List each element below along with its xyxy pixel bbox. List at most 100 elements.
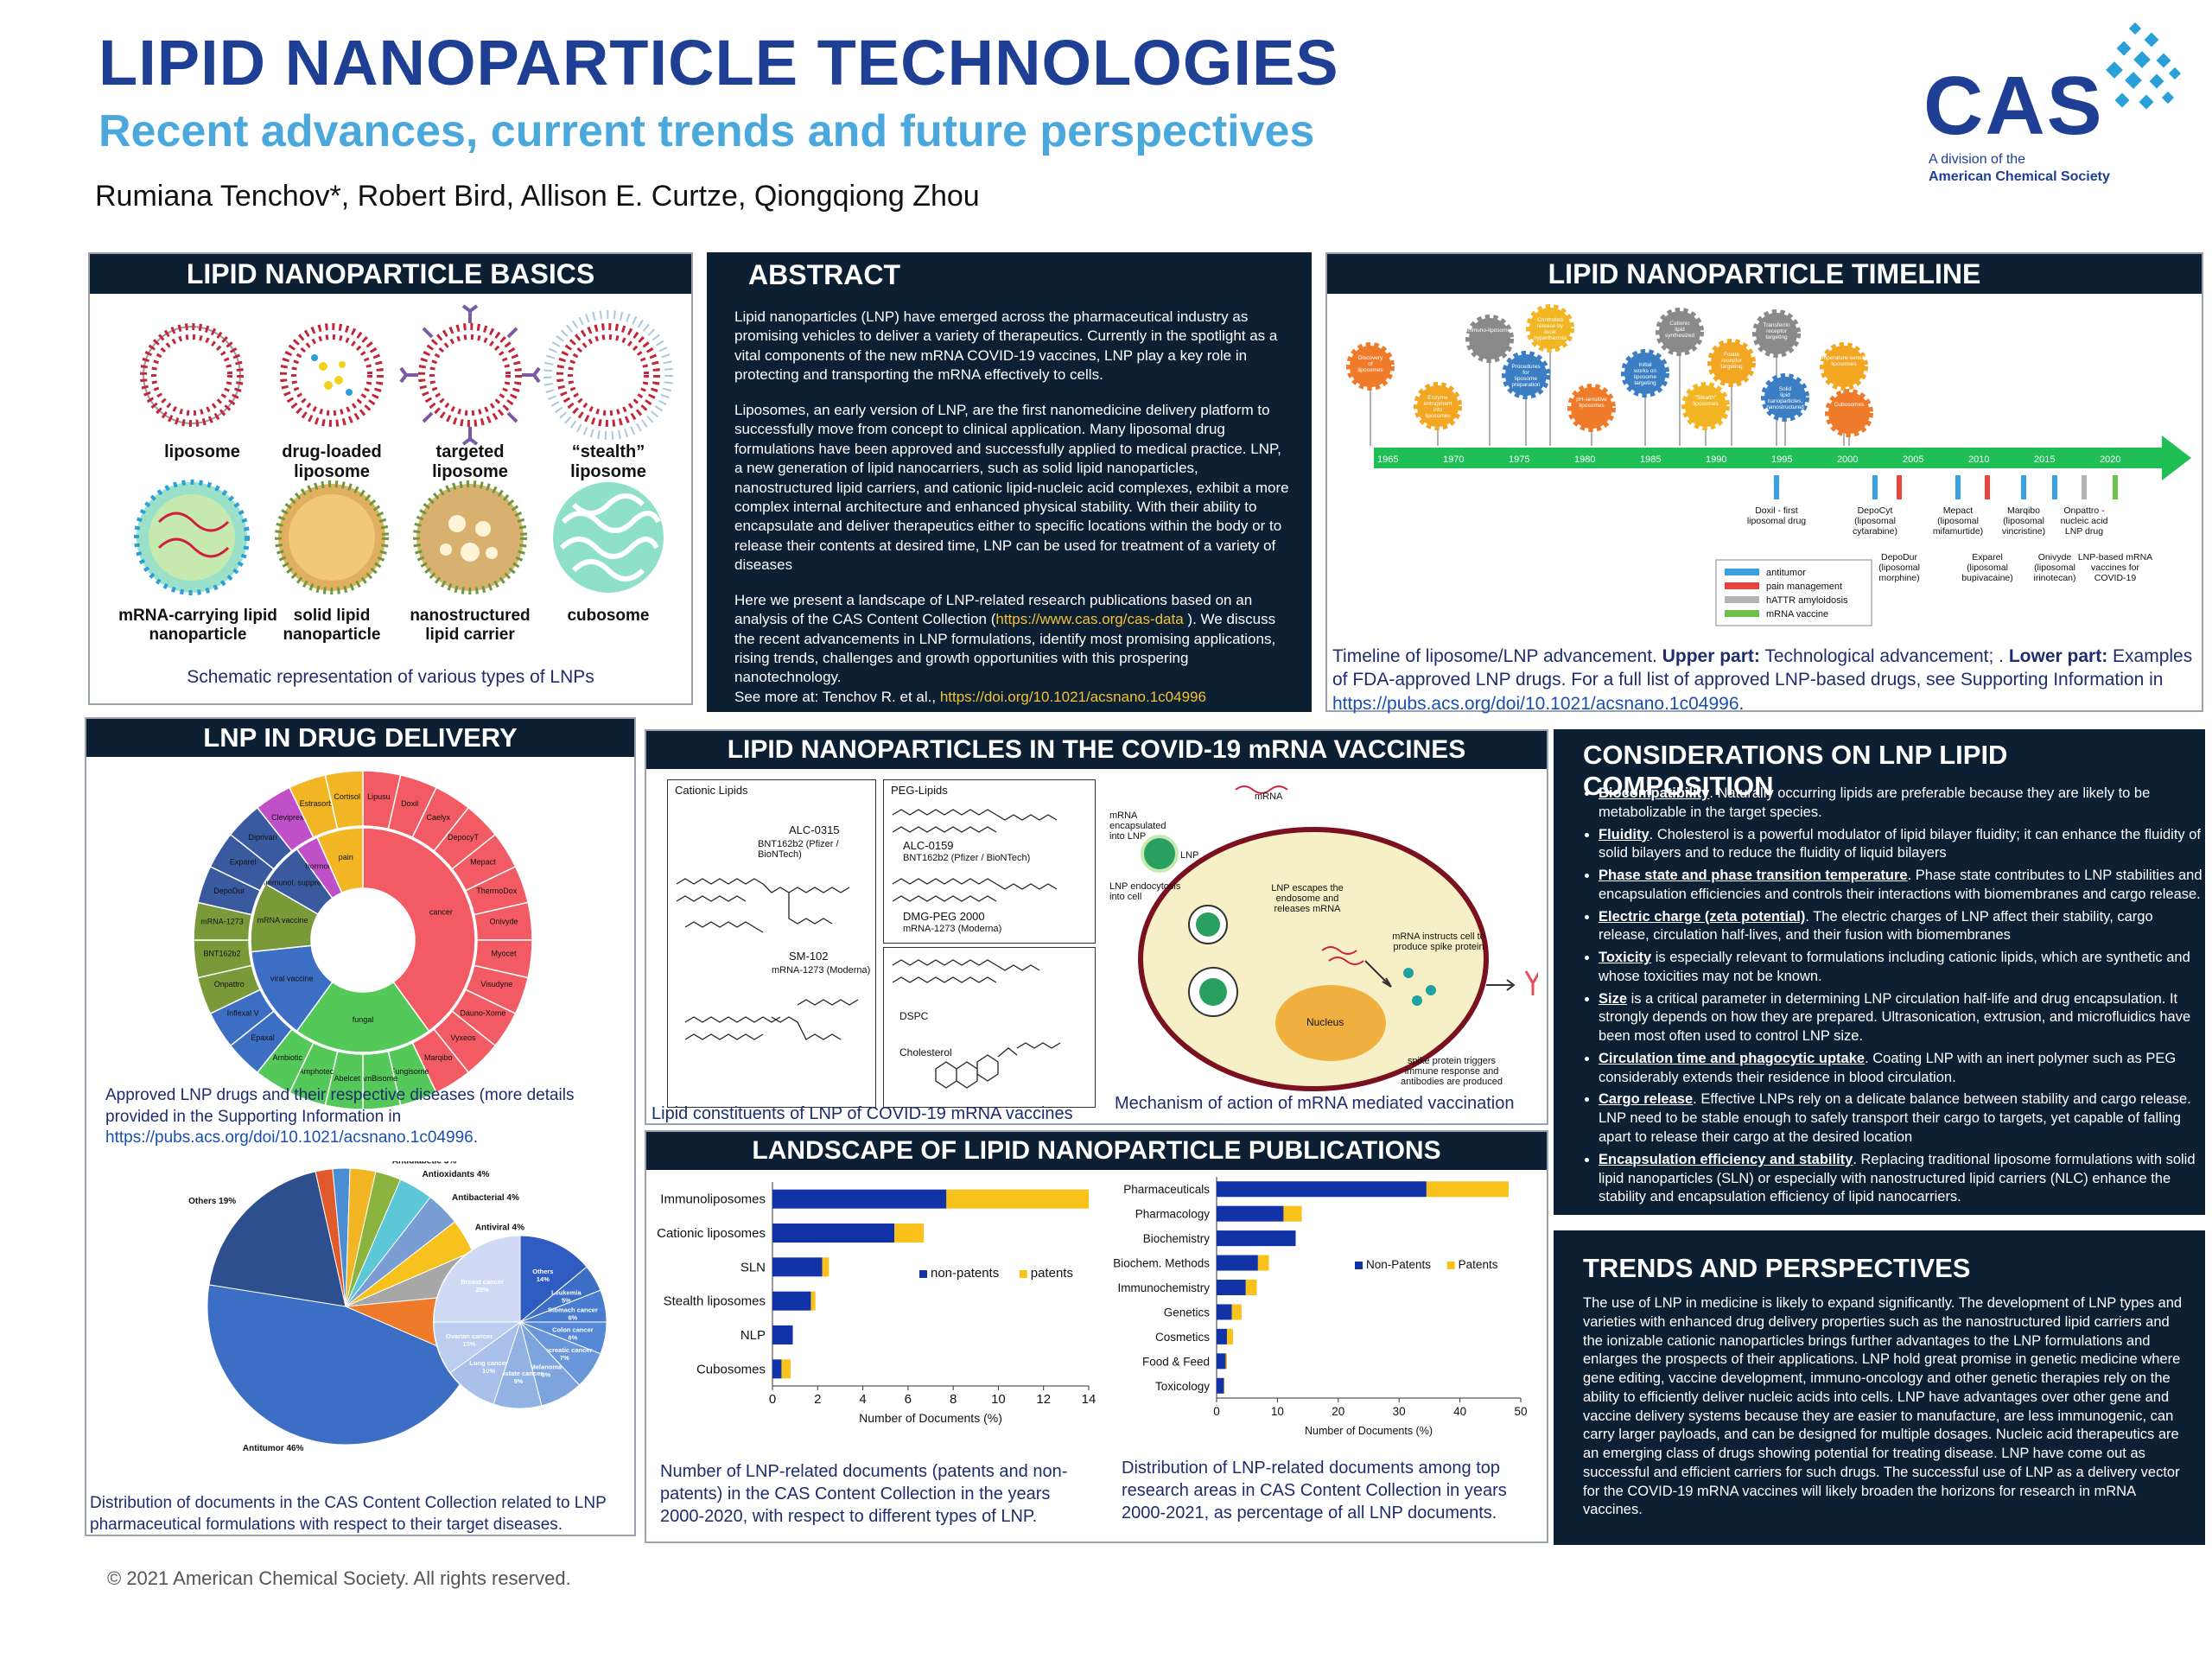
drug-delivery-title: LNP IN DRUG DELIVERY bbox=[86, 719, 634, 757]
bar-segment bbox=[1217, 1255, 1258, 1271]
covid-title: LIPID NANOPARTICLES IN THE COVID-19 mRNA… bbox=[646, 731, 1547, 769]
mech-label-3: LNP endocytosis into cell bbox=[1109, 881, 1181, 902]
bar-category-label: Cubosomes bbox=[696, 1362, 766, 1376]
sunburst-outer-label: Inflexal V bbox=[227, 1008, 259, 1017]
basics-label-7: cubosome bbox=[567, 607, 650, 625]
legend-label: non-patents bbox=[931, 1266, 999, 1281]
mech-label-5: mRNA instructs cell to produce spike pro… bbox=[1392, 931, 1485, 952]
svg-text:nanostructured: nanostructured bbox=[1766, 404, 1804, 410]
antibody-icon bbox=[1524, 970, 1538, 995]
alc0159-sub: BNT162b2 (Pfizer / BioNTech) bbox=[903, 853, 1031, 863]
dspc-chol-box: DSPC Cholesterol bbox=[883, 947, 1096, 1108]
pie-slice bbox=[207, 1284, 474, 1446]
authors: Rumiana Tenchov*, Robert Bird, Allison E… bbox=[95, 180, 980, 213]
sunburst-outer-label: Estrasorb bbox=[300, 799, 334, 808]
svg-text:liposome: liposome bbox=[1515, 376, 1537, 382]
considerations-panel: CONSIDERATIONS ON LNP LIPID COMPOSITION … bbox=[1554, 729, 2205, 1215]
svg-text:preparation: preparation bbox=[1512, 382, 1541, 388]
bar-segment bbox=[1217, 1353, 1226, 1370]
svg-text:into: into bbox=[1433, 407, 1443, 413]
cell-membrane bbox=[1138, 827, 1489, 1091]
svg-text:(liposomal: (liposomal bbox=[1967, 563, 2008, 573]
liposome-icon bbox=[140, 323, 244, 427]
mrna-lnp-icon bbox=[134, 480, 250, 595]
drug-loaded-liposome-icon bbox=[280, 323, 384, 427]
pie-sublabel: Pancreatic cancer bbox=[537, 1346, 592, 1354]
sunburst-outer-label: DepocyT bbox=[448, 833, 480, 842]
pie-sublabel-value: 8% bbox=[541, 1370, 550, 1378]
svg-text:cytarabine): cytarabine) bbox=[1853, 526, 1897, 537]
sunburst-outer-label: mRNA-1273 bbox=[200, 918, 244, 926]
pie-sublabel-value: 6% bbox=[568, 1313, 577, 1321]
svg-text:targeting: targeting bbox=[1634, 380, 1656, 386]
consideration-text: . Naturally occurring lipids are prefera… bbox=[1599, 785, 2151, 820]
svg-text:(liposomal: (liposomal bbox=[2003, 516, 2044, 526]
svg-text:local: local bbox=[1544, 329, 1556, 335]
peg-lipids-box: PEG-Lipids ALC-0159 BNT162b2 (Pfizer / B… bbox=[883, 779, 1096, 944]
consideration-item: Electric charge (zeta potential). The el… bbox=[1599, 908, 2203, 946]
svg-text:(liposomal: (liposomal bbox=[1937, 516, 1979, 526]
drug-si-link[interactable]: https://pubs.acs.org/doi/10.1021/acsnano… bbox=[105, 1128, 474, 1147]
sunburst-outer-label: ThermoDox bbox=[476, 887, 518, 895]
drug-delivery-caption1: Approved LNP drugs and their respective … bbox=[105, 1086, 575, 1147]
bar-segment bbox=[1245, 1280, 1257, 1295]
bar-segment bbox=[810, 1291, 816, 1311]
legend-label: patents bbox=[1031, 1266, 1073, 1281]
cationic-lipids-label: Cationic Lipids bbox=[675, 784, 748, 797]
pie-label: Others 19% bbox=[188, 1197, 236, 1206]
consideration-key: Toxicity bbox=[1599, 950, 1652, 966]
cas-dots-icon bbox=[2106, 22, 2182, 110]
bar-segment bbox=[1217, 1304, 1232, 1320]
bar-segment bbox=[822, 1257, 830, 1277]
svg-text:release by: release by bbox=[1537, 323, 1564, 329]
sunburst-outer-label: Visudyne bbox=[480, 980, 512, 988]
sm102-sub: mRNA-1273 (Moderna) bbox=[772, 965, 871, 976]
sunburst-inner-label: pain bbox=[339, 853, 353, 861]
pie-sublabel: Melanoma bbox=[531, 1363, 563, 1370]
cas-data-link[interactable]: https://www.cas.org/cas-data bbox=[995, 611, 1184, 628]
basics-label-5: solid lipid nanoparticle bbox=[283, 607, 381, 644]
consideration-item: Circulation time and phagocytic uptake. … bbox=[1599, 1050, 2203, 1088]
sunburst-inner-label: immunol. suppressant bbox=[264, 878, 340, 887]
svg-text:Marqibo: Marqibo bbox=[2007, 505, 2040, 516]
sunburst-inner-segment bbox=[316, 827, 364, 894]
timeline-caption: Timeline of liposome/LNP advancement. Up… bbox=[1332, 646, 2193, 714]
legend-label: Non-Patents bbox=[1366, 1258, 1431, 1271]
svg-text:Exparel: Exparel bbox=[1972, 552, 2003, 563]
abstract-doi-link[interactable]: https://doi.org/10.1021/acsnano.1c04996 bbox=[939, 688, 1206, 705]
trends-title: TRENDS AND PERSPECTIVES bbox=[1583, 1253, 1971, 1283]
svg-text:(liposomal: (liposomal bbox=[1854, 516, 1896, 526]
mech-label-1: mRNA bbox=[1255, 791, 1283, 802]
svg-text:DepoDur: DepoDur bbox=[1881, 552, 1918, 563]
mech-label-4: LNP escapes the endosome and releases mR… bbox=[1271, 883, 1344, 914]
pie-sublabel-value: 10% bbox=[482, 1367, 495, 1375]
timeline-si-link[interactable]: https://pubs.acs.org/doi/10.1021/acsnano… bbox=[1332, 693, 1739, 714]
consideration-item: Cargo release. Effective LNPs rely on a … bbox=[1599, 1090, 2203, 1147]
bar-category-label: Pharmaceuticals bbox=[1123, 1183, 1210, 1196]
cas-logo-text: CAS bbox=[1923, 60, 2104, 152]
bar-segment bbox=[781, 1359, 791, 1379]
svg-text:pH-sensitive: pH-sensitive bbox=[1576, 397, 1607, 403]
consideration-key: Circulation time and phagocytic uptake bbox=[1599, 1050, 1866, 1066]
sunburst-outer-label: Exparel bbox=[230, 858, 257, 867]
x-tick-label: 2 bbox=[814, 1392, 821, 1407]
svg-text:nucleic acid: nucleic acid bbox=[2061, 516, 2108, 526]
svg-text:"Stealth": "Stealth" bbox=[1695, 395, 1718, 401]
pie-sublabel: Breast cancer bbox=[461, 1278, 504, 1286]
sunburst-outer-label: Abelcet bbox=[334, 1074, 361, 1083]
svg-text:Onivyde: Onivyde bbox=[2038, 552, 2072, 563]
bar-category-label: Genetics bbox=[1164, 1306, 1211, 1319]
x-tick-label: 10 bbox=[1271, 1405, 1284, 1418]
basics-panel: LIPID NANOPARTICLE BASICS bbox=[88, 252, 693, 705]
sunburst-outer-label: Doxil bbox=[401, 799, 418, 808]
abstract-p1: Lipid nanoparticles (LNP) have emerged a… bbox=[734, 308, 1278, 384]
research-areas-bar-chart: Pharmaceuticals Pharmacology Biochemistry B… bbox=[1113, 1177, 1528, 1437]
poster-title: LIPID NANOPARTICLE TECHNOLOGIES bbox=[99, 27, 1339, 99]
mech-label-2: LNP bbox=[1180, 850, 1199, 861]
sunburst-inner-label: viral vaccine bbox=[270, 975, 314, 983]
timeline-year: 2015 bbox=[2034, 454, 2055, 465]
